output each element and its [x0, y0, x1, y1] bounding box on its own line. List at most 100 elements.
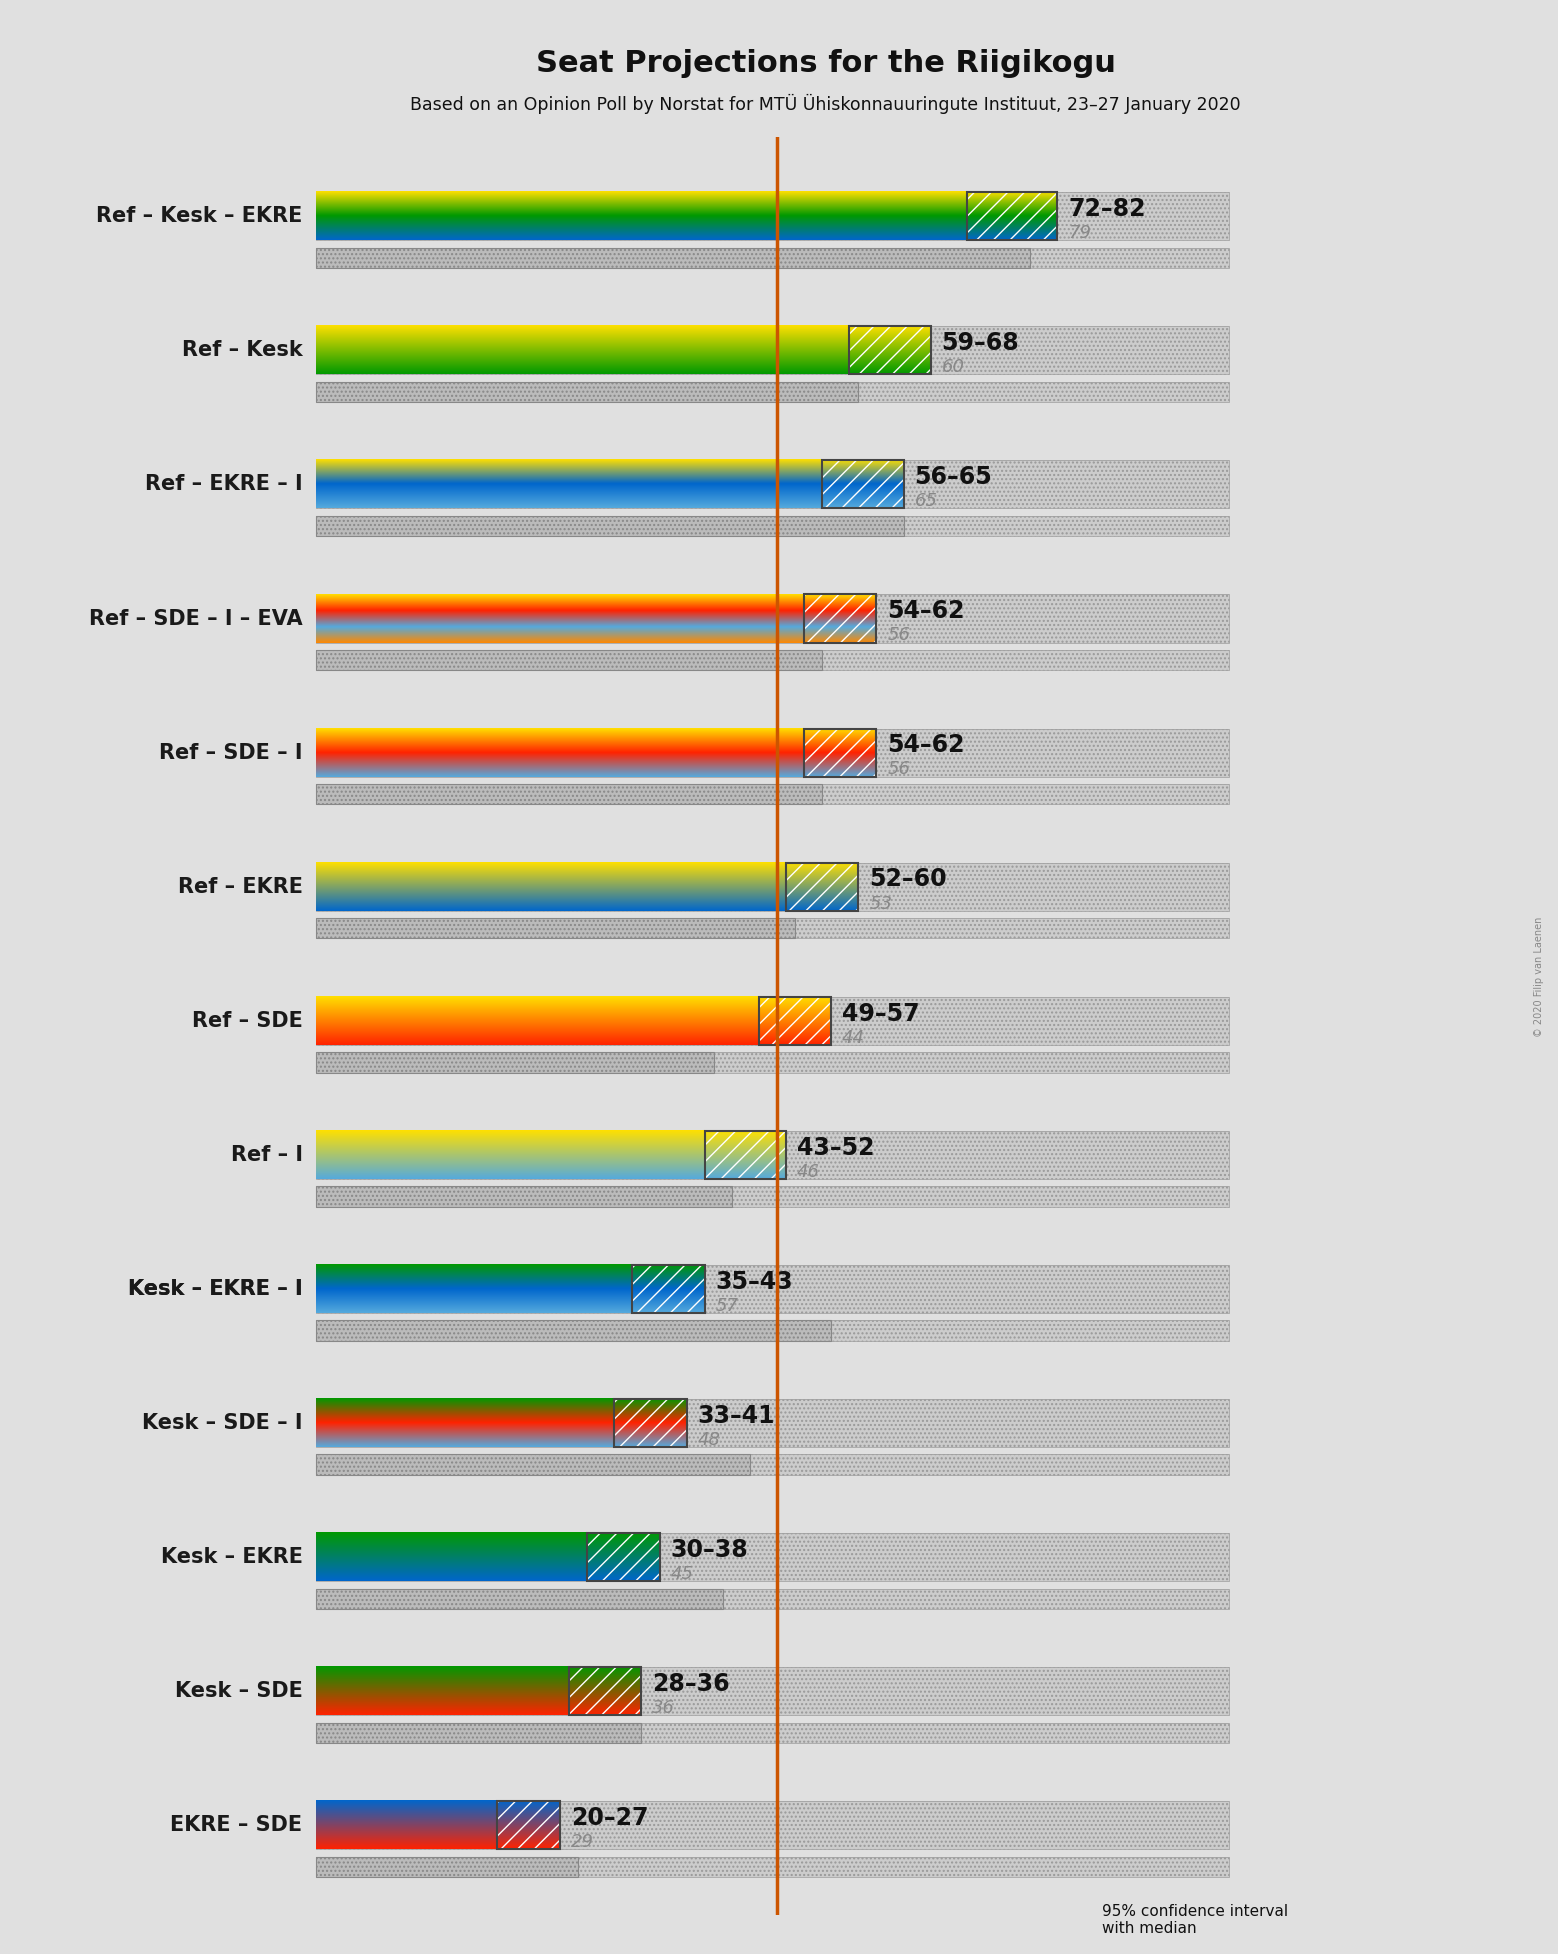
Bar: [316, 1399, 1229, 1448]
Bar: [316, 1589, 723, 1608]
Bar: [316, 784, 823, 805]
Bar: [759, 997, 832, 1045]
Bar: [316, 326, 1229, 375]
Text: 65: 65: [915, 492, 938, 510]
Bar: [316, 1454, 1229, 1475]
Bar: [849, 326, 930, 375]
Bar: [497, 1802, 561, 1848]
Bar: [316, 516, 1229, 535]
Bar: [316, 248, 1229, 268]
Bar: [704, 1131, 787, 1178]
Bar: [316, 1856, 578, 1878]
Text: 44: 44: [843, 1028, 865, 1047]
Text: Kesk – EKRE – I: Kesk – EKRE – I: [128, 1280, 302, 1299]
Bar: [316, 1856, 1229, 1878]
Bar: [316, 651, 823, 670]
Bar: [316, 1534, 1229, 1581]
Bar: [316, 729, 1229, 776]
Bar: [316, 784, 823, 805]
Bar: [633, 1264, 704, 1313]
Bar: [704, 1131, 787, 1178]
Bar: [633, 1264, 704, 1313]
Bar: [316, 516, 904, 535]
Bar: [614, 1399, 687, 1448]
Bar: [316, 1454, 749, 1475]
Text: Ref – EKRE: Ref – EKRE: [178, 877, 302, 897]
Bar: [787, 862, 858, 911]
Bar: [316, 1802, 1229, 1848]
Bar: [316, 1186, 1229, 1208]
Bar: [316, 918, 795, 938]
Bar: [823, 461, 904, 508]
Bar: [569, 1667, 642, 1716]
Text: 53: 53: [869, 895, 893, 913]
Text: 72–82: 72–82: [1069, 197, 1145, 221]
Bar: [804, 594, 877, 643]
Bar: [316, 1321, 832, 1340]
Bar: [316, 1051, 714, 1073]
Bar: [316, 381, 858, 403]
Bar: [316, 1723, 642, 1743]
Text: Ref – SDE – I: Ref – SDE – I: [159, 743, 302, 762]
Bar: [316, 997, 1229, 1045]
Bar: [316, 1534, 1229, 1581]
Text: Ref – I: Ref – I: [231, 1145, 302, 1165]
Bar: [316, 1667, 1229, 1716]
Text: 45: 45: [670, 1565, 693, 1583]
Bar: [316, 651, 1229, 670]
Text: 20–27: 20–27: [570, 1805, 648, 1831]
Bar: [316, 784, 1229, 805]
Bar: [316, 516, 904, 535]
Bar: [316, 1186, 732, 1208]
Bar: [316, 918, 1229, 938]
Text: Ref – EKRE – I: Ref – EKRE – I: [145, 475, 302, 494]
Text: Kesk – SDE: Kesk – SDE: [174, 1680, 302, 1702]
Bar: [316, 381, 1229, 403]
Text: Kesk – EKRE – I: Kesk – EKRE – I: [128, 1280, 302, 1299]
Text: EKRE – SDE: EKRE – SDE: [170, 1815, 302, 1835]
Bar: [316, 1667, 1229, 1716]
Bar: [316, 862, 1229, 911]
Bar: [968, 191, 1058, 240]
Text: 54–62: 54–62: [888, 600, 964, 623]
Bar: [316, 1264, 1229, 1313]
Text: 60: 60: [941, 358, 964, 377]
Text: 46: 46: [798, 1163, 820, 1180]
Bar: [316, 1856, 578, 1878]
Bar: [316, 651, 1229, 670]
Bar: [316, 1589, 1229, 1608]
Bar: [316, 1131, 1229, 1178]
Text: Based on an Opinion Poll by Norstat for MTÜ Ühiskonnauuringute Instituut, 23–27 : Based on an Opinion Poll by Norstat for …: [410, 94, 1242, 113]
Bar: [316, 1321, 832, 1340]
Text: Ref – Kesk: Ref – Kesk: [182, 340, 302, 360]
Bar: [968, 191, 1058, 240]
Bar: [316, 1856, 1229, 1878]
Bar: [316, 729, 1229, 776]
Text: 28–36: 28–36: [653, 1673, 731, 1696]
Text: 56–65: 56–65: [915, 465, 992, 488]
Bar: [316, 1454, 1229, 1475]
Text: Ref – SDE – I – EVA: Ref – SDE – I – EVA: [89, 608, 302, 629]
Bar: [316, 381, 1229, 403]
Bar: [316, 1454, 749, 1475]
Text: 59–68: 59–68: [941, 330, 1019, 356]
Bar: [316, 516, 1229, 535]
Text: Ref – SDE: Ref – SDE: [192, 1010, 302, 1032]
Bar: [316, 1399, 1229, 1448]
Text: © 2020 Filip van Laenen: © 2020 Filip van Laenen: [1535, 916, 1544, 1038]
Bar: [316, 461, 1229, 508]
Bar: [316, 1723, 1229, 1743]
Bar: [316, 1051, 1229, 1073]
Text: Ref – Kesk – EKRE: Ref – Kesk – EKRE: [97, 207, 302, 227]
Bar: [316, 862, 1229, 911]
Bar: [787, 862, 858, 911]
Text: 54–62: 54–62: [888, 733, 964, 758]
Bar: [316, 191, 1229, 240]
Bar: [587, 1534, 659, 1581]
Bar: [759, 997, 832, 1045]
Bar: [316, 1802, 1229, 1848]
Bar: [804, 729, 877, 776]
Bar: [614, 1399, 687, 1448]
Bar: [316, 594, 1229, 643]
Bar: [316, 1321, 1229, 1340]
